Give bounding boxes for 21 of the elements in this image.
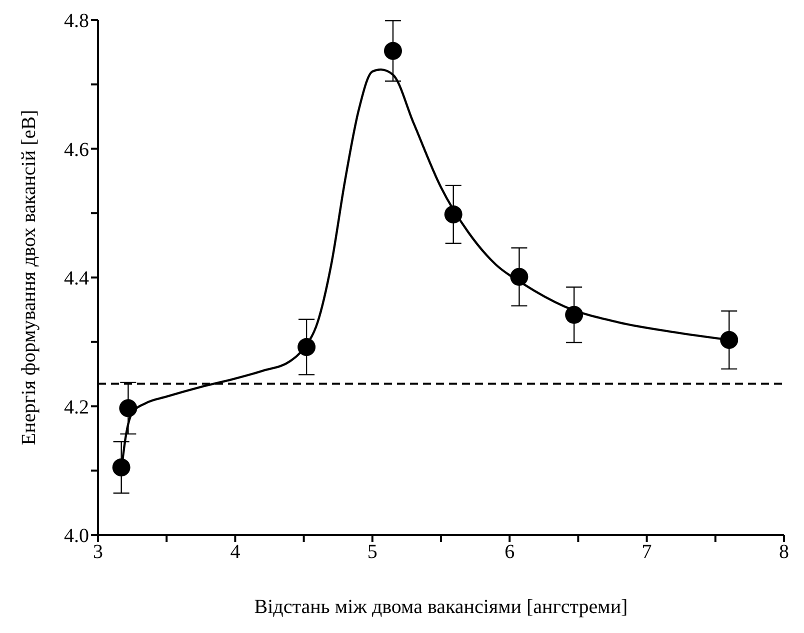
point [384,42,402,60]
point [119,399,138,418]
point [112,458,130,476]
y-axis-title: Енергія формування двох вакансій [еВ] [18,110,40,446]
y-tick-label: 4.0 [64,525,89,548]
x-tick-label: 3 [93,541,103,564]
point [298,338,316,356]
x-tick-label: 7 [642,541,652,564]
point [565,306,584,324]
x-tick-label: 5 [367,541,378,564]
y-tick-label: 4.2 [64,396,89,418]
point [444,205,462,224]
x-tick-label: 6 [504,541,515,564]
y-tick-label: 4.6 [64,138,89,161]
point [720,330,738,349]
x-axis-title: Відстань між двома вакансіями [ангстреми] [254,596,628,618]
x-tick-label: 4 [230,541,240,564]
point [510,268,528,286]
x-tick-label: 8 [779,541,789,564]
y-tick-label: 4.4 [64,268,89,290]
y-tick-label: 4.8 [64,10,89,32]
